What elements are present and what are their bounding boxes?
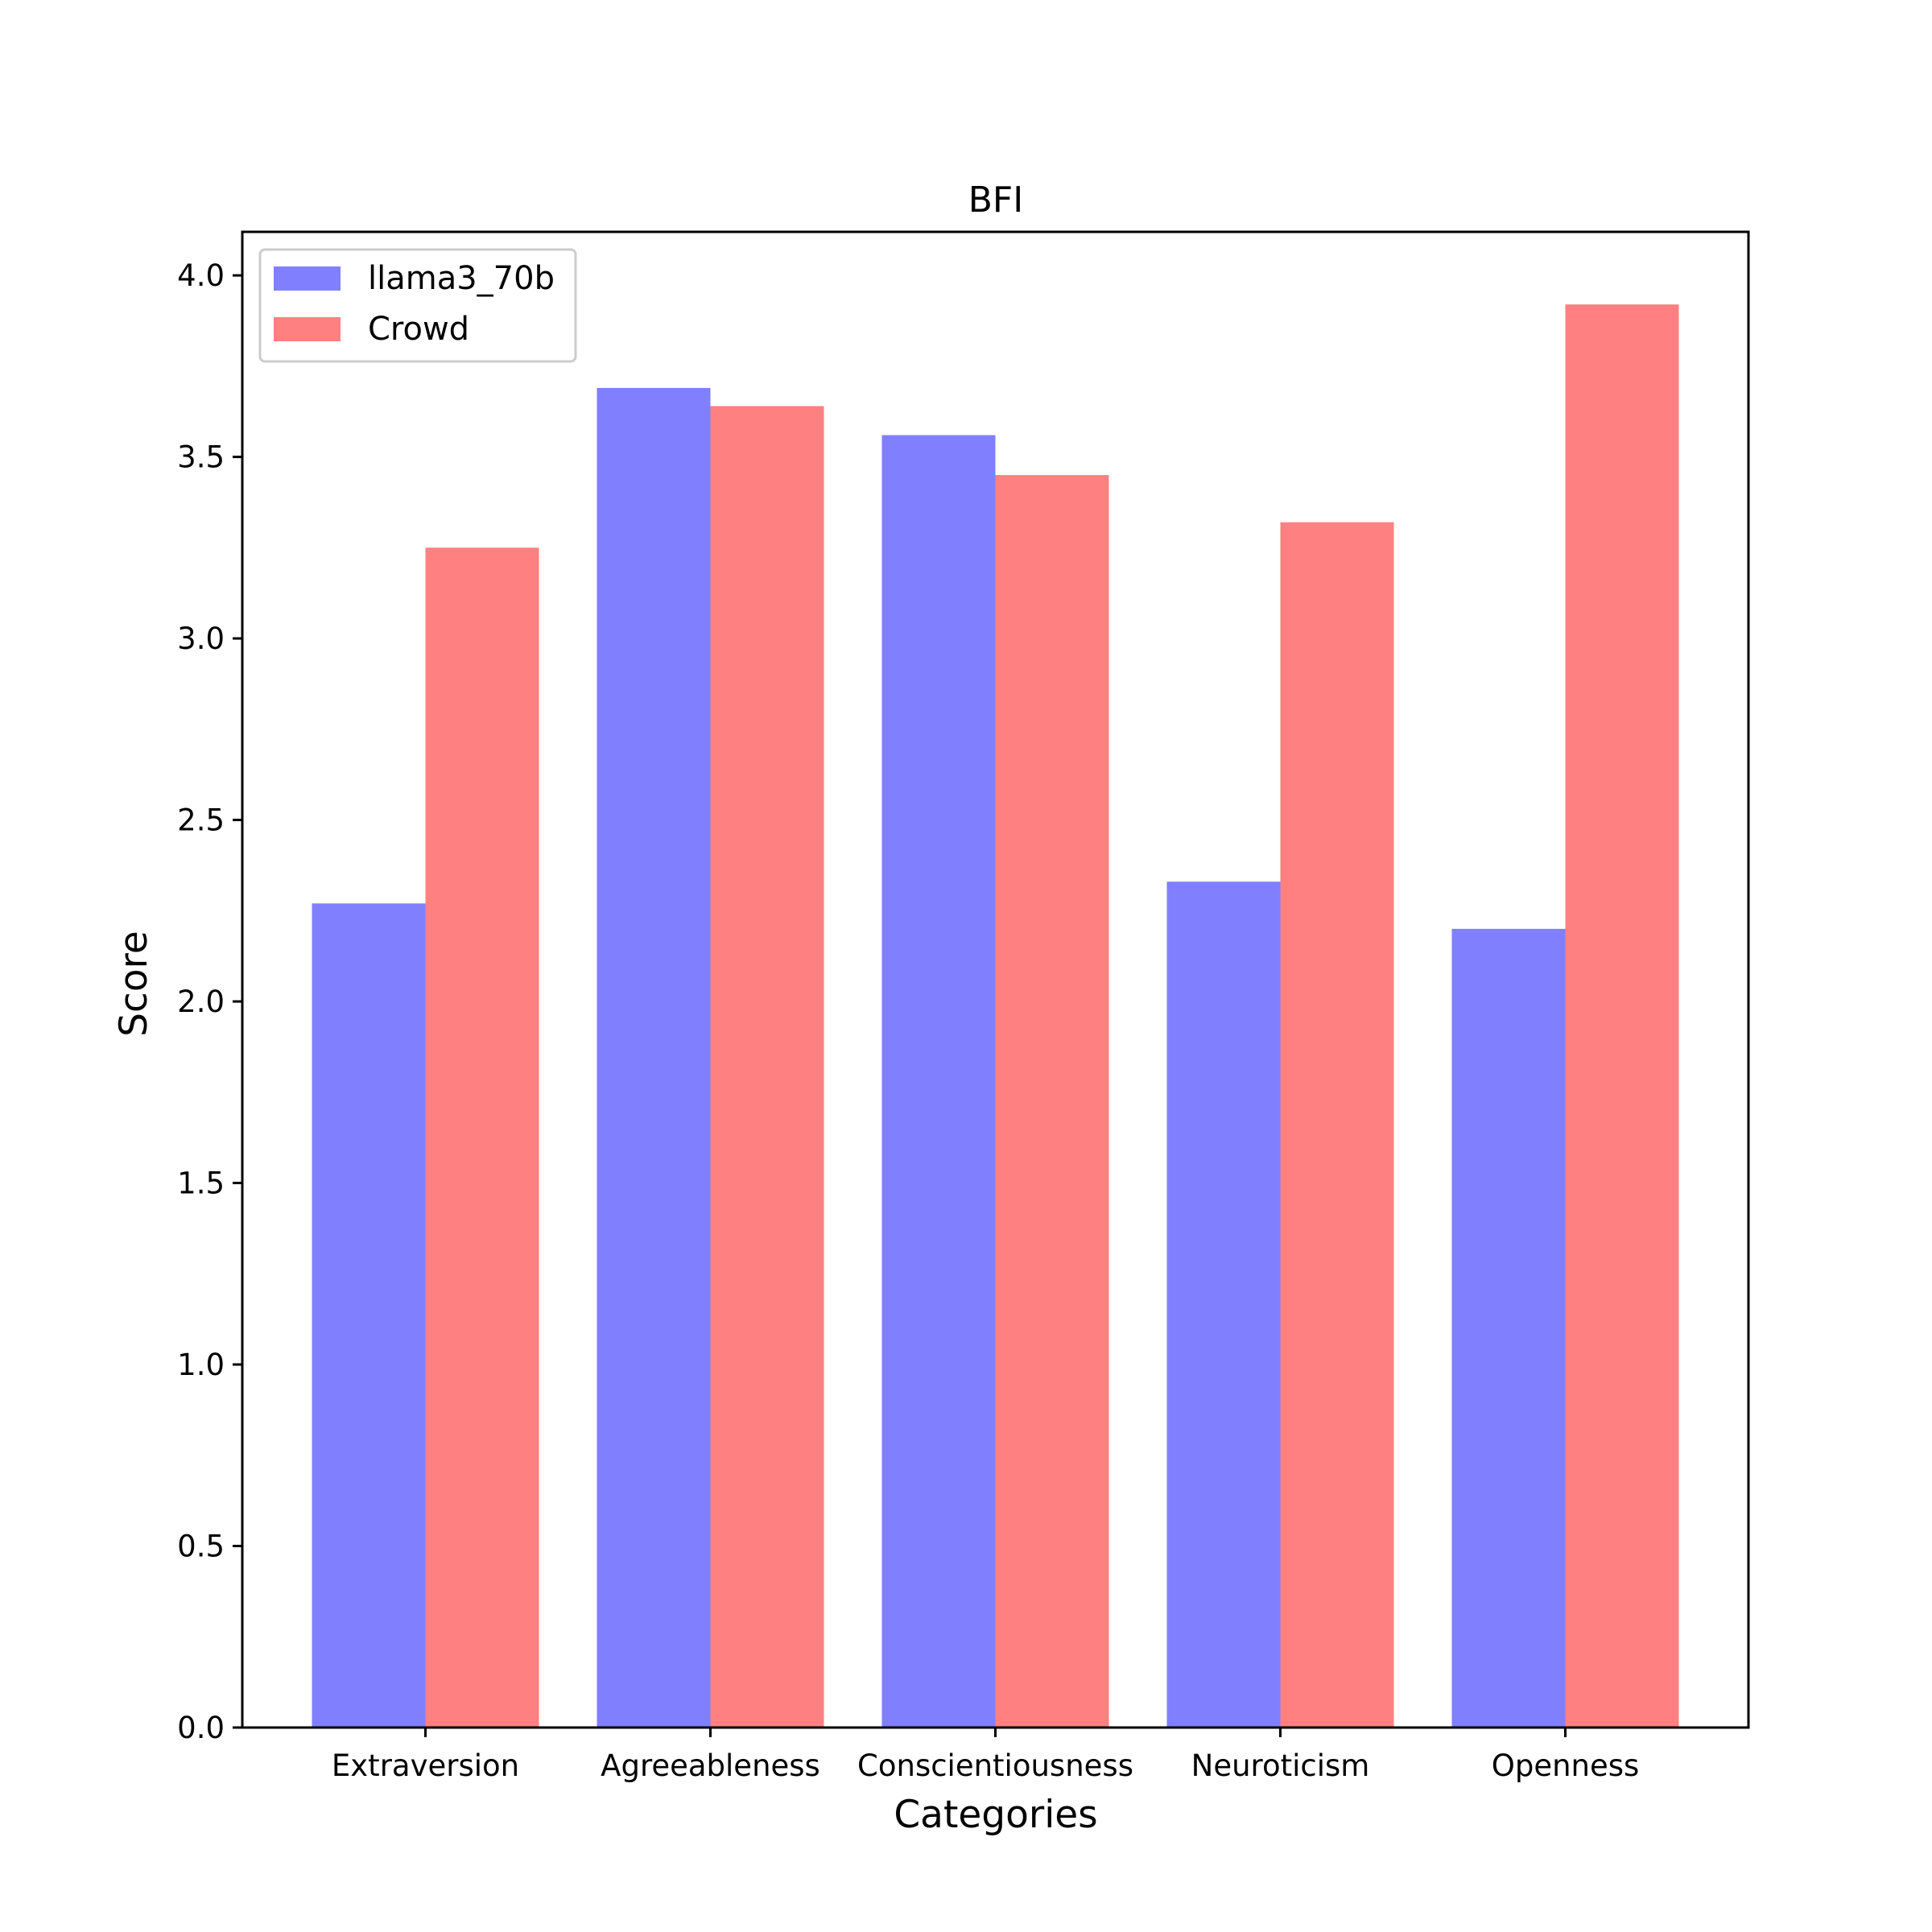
bar-llama3-70b-extraversion	[312, 903, 426, 1728]
x-tick-label-extraversion: Extraversion	[332, 1748, 519, 1783]
y-tick-label: 2.5	[177, 803, 225, 838]
bar-crowd-extraversion	[425, 547, 539, 1728]
legend-label-llama3-70b: llama3_70b	[368, 260, 555, 297]
plot-frame	[241, 230, 1750, 1729]
chart-title: BFI	[968, 180, 1023, 221]
x-axis-label: Categories	[894, 1793, 1097, 1837]
bar-llama3-70b-neuroticism	[1166, 881, 1281, 1728]
legend: llama3_70b Crowd	[258, 248, 577, 363]
y-tick-label: 2.0	[177, 985, 225, 1019]
y-tick-label: 4.0	[177, 258, 225, 293]
y-tick-label: 1.5	[177, 1166, 225, 1201]
y-axis-label: Score	[112, 931, 156, 1037]
bar-llama3-70b-openness	[1451, 928, 1566, 1728]
x-tick-label-neuroticism: Neuroticism	[1191, 1748, 1370, 1783]
y-tick-label: 0.5	[177, 1530, 225, 1564]
x-tick-label-agreeableness: Agreeableness	[601, 1748, 820, 1783]
bars-group	[312, 304, 1679, 1728]
x-tick-label-openness: Openness	[1492, 1748, 1640, 1783]
bar-llama3-70b-agreeableness	[597, 387, 711, 1728]
y-tick-label: 3.5	[177, 440, 225, 475]
y-tick-label: 0.0	[177, 1711, 225, 1745]
bar-crowd-neuroticism	[1280, 522, 1394, 1728]
bar-crowd-agreeableness	[710, 406, 824, 1728]
x-axis-ticks: Extraversion Agreeableness Conscientiousne…	[332, 1728, 1639, 1783]
legend-label-crowd: Crowd	[368, 311, 469, 348]
bar-llama3-70b-conscientiousness	[881, 435, 996, 1728]
y-axis-ticks: 0.0 0.5 1.0 1.5 2.0 2.5 3.0 3.5 4.0	[177, 258, 242, 1745]
bar-crowd-openness	[1565, 304, 1679, 1728]
legend-swatch-llama3-70b	[274, 266, 341, 291]
x-tick-label-conscientiousness: Conscientiousness	[857, 1748, 1133, 1783]
legend-swatch-crowd	[274, 317, 341, 341]
bar-crowd-conscientiousness	[995, 475, 1109, 1728]
y-tick-label: 3.0	[177, 621, 225, 656]
y-tick-label: 1.0	[177, 1348, 225, 1382]
